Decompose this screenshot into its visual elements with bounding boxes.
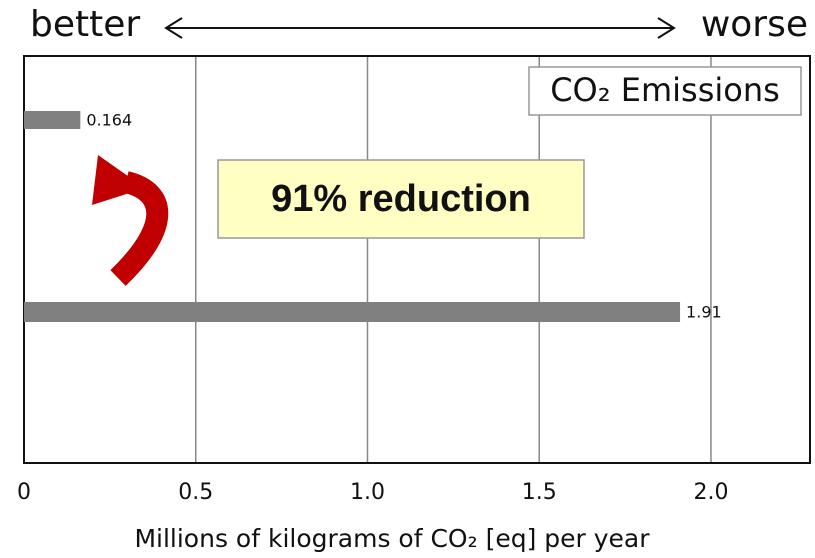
plot-frame — [23, 55, 811, 464]
value-label: 1.91 — [686, 303, 722, 322]
x-axis-label: Millions of kilograms of CO₂ [eq] per ye… — [134, 524, 650, 553]
legend-box — [528, 66, 802, 116]
x-tick-label: 1.0 — [350, 480, 385, 505]
x-tick-label: 0 — [17, 480, 31, 505]
bar — [24, 111, 81, 129]
value-label: 0.164 — [86, 111, 132, 130]
x-tick-label: 0.5 — [178, 480, 213, 505]
legend-text: CO₂ Emissions — [550, 71, 780, 109]
direction-arrow — [164, 17, 676, 39]
better-label: better — [30, 4, 140, 45]
bar — [24, 302, 681, 322]
reduction-arrow — [92, 155, 169, 286]
callout-text: 91% reduction — [271, 178, 531, 220]
x-tick-label: 1.5 — [522, 480, 557, 505]
callout-box — [217, 159, 585, 239]
worse-label: worse — [701, 4, 808, 45]
marks: 0.164 1.91 — [24, 111, 722, 322]
x-tick-label: 2.0 — [693, 480, 728, 505]
